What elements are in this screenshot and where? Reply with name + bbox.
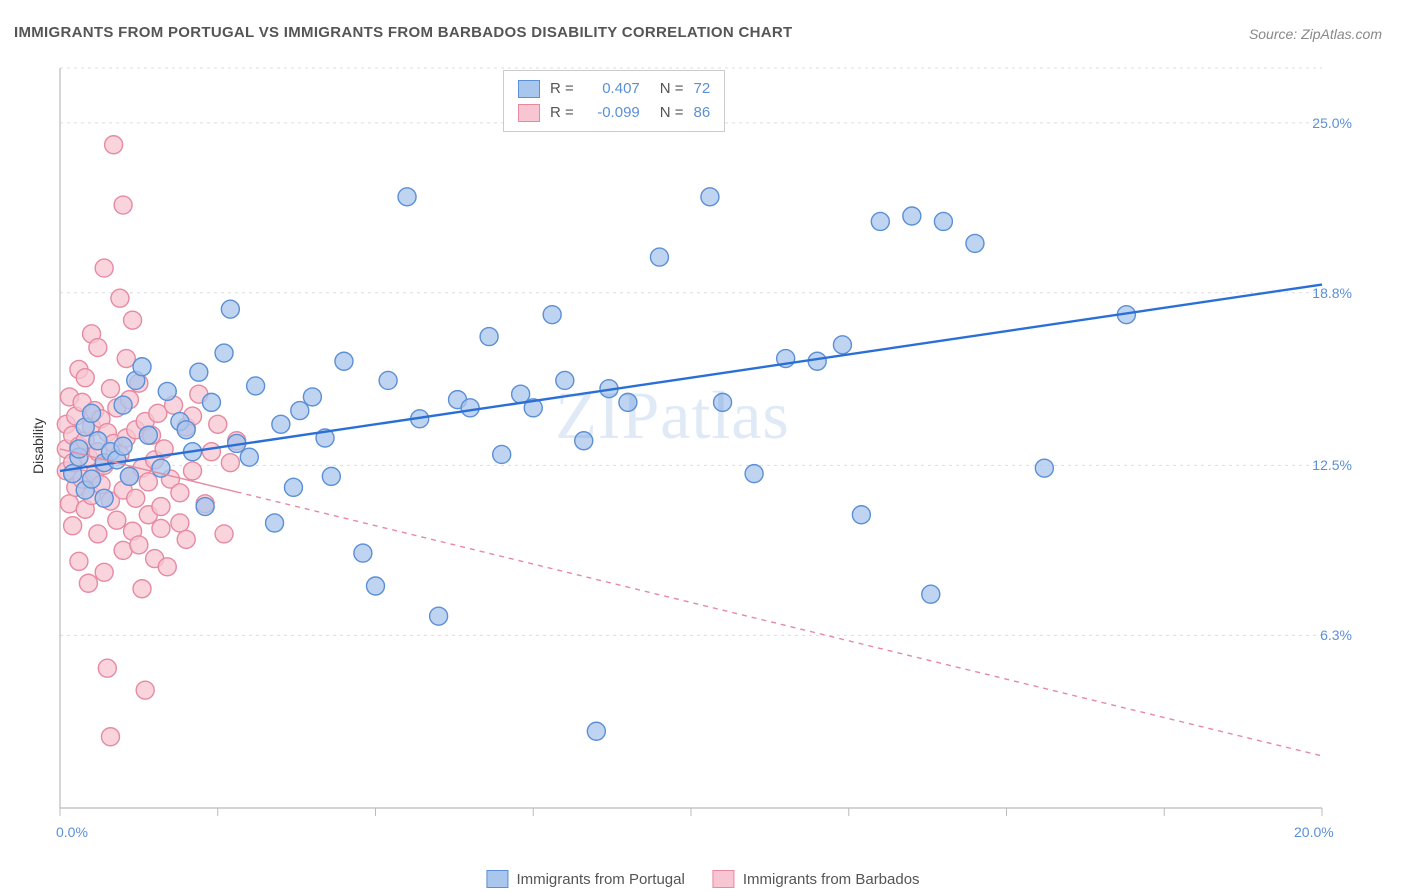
y-axis-label: Disability — [30, 418, 46, 474]
y-tick-label: 18.8% — [1312, 285, 1352, 301]
series-legend-item: Immigrants from Barbados — [713, 870, 920, 888]
x-tick-label: 0.0% — [56, 824, 88, 840]
n-label: N = — [660, 101, 684, 125]
source-attribution: Source: ZipAtlas.com — [1249, 26, 1382, 42]
legend-swatch — [486, 870, 508, 888]
y-tick-label: 6.3% — [1320, 627, 1352, 643]
scatter-plot-svg — [48, 58, 1358, 838]
y-tick-label: 12.5% — [1312, 457, 1352, 473]
r-label: R = — [550, 77, 574, 101]
series-legend-label: Immigrants from Portugal — [516, 871, 684, 888]
series-legend-item: Immigrants from Portugal — [486, 870, 684, 888]
r-value: 0.407 — [584, 77, 640, 101]
legend-swatch — [518, 104, 540, 122]
chart-area: ZIPatlas R = 0.407N = 72R = -0.099N = 86… — [48, 58, 1358, 838]
legend-swatch — [518, 80, 540, 98]
r-label: R = — [550, 101, 574, 125]
x-tick-label: 20.0% — [1294, 824, 1334, 840]
series-legend: Immigrants from Portugal Immigrants from … — [486, 870, 919, 888]
r-value: -0.099 — [584, 101, 640, 125]
legend-swatch — [713, 870, 735, 888]
n-value: 86 — [694, 101, 711, 125]
series-legend-label: Immigrants from Barbados — [743, 871, 920, 888]
y-tick-label: 25.0% — [1312, 115, 1352, 131]
n-label: N = — [660, 77, 684, 101]
legend-row: R = 0.407 N = 72 — [518, 77, 710, 101]
chart-title: IMMIGRANTS FROM PORTUGAL VS IMMIGRANTS F… — [14, 24, 792, 41]
legend-row: R = -0.099 N = 86 — [518, 101, 710, 125]
source-label: Source: — [1249, 26, 1301, 42]
n-value: 72 — [694, 77, 711, 101]
correlation-legend: R = 0.407 N = 72 R = -0.099 N = 86 — [503, 70, 725, 132]
source-value: ZipAtlas.com — [1301, 26, 1382, 42]
